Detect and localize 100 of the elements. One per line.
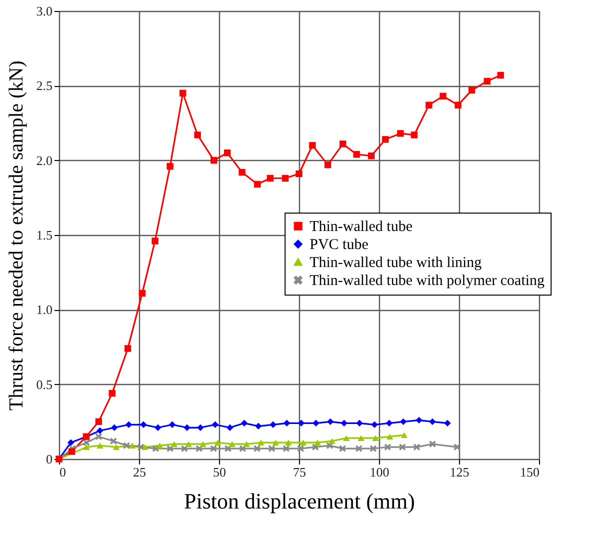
point [268,445,276,452]
point [400,418,407,426]
point [212,421,219,428]
y-tick-label: 3.0 [36,4,52,18]
point [497,72,504,79]
legend-label: Thin-walled tube [310,219,413,236]
point [266,174,274,182]
point [298,420,305,427]
point [314,440,321,446]
point [238,168,246,176]
point [170,441,178,447]
point [243,441,250,447]
point [210,445,217,452]
point [226,424,234,431]
point [324,161,332,168]
y-tick-label: 0.5 [36,376,52,392]
y-axis-title: Thrust force needed to extrude sample (kN) [5,60,28,410]
y-tick-label: 2.0 [36,152,52,168]
point [429,418,436,426]
point [185,441,192,447]
point [328,438,336,444]
legend-label: PVC tube [310,237,369,254]
point [353,151,360,158]
point [96,427,104,434]
point [454,102,462,108]
point [356,420,363,427]
point [386,434,394,440]
x-tick-label: 25 [133,464,146,480]
point [254,445,260,452]
point [410,132,418,138]
point [444,420,451,427]
point [168,421,176,428]
point [110,438,117,444]
point [123,442,130,449]
point [68,448,76,455]
point [197,424,204,431]
point [128,442,136,448]
legend-label: Thin-walled tube with polymer coating [310,273,546,290]
point [468,86,476,94]
point [343,435,350,441]
x-tick-label: 125 [450,464,470,480]
point [297,445,304,452]
x-axis-title: Piston displacement (mm) [184,488,415,514]
point [142,444,148,450]
point [355,445,362,452]
point [309,142,316,149]
x-tick-label: 100 [370,464,390,480]
y-tick-label: 1.5 [36,228,52,242]
point [399,444,406,450]
point [224,150,231,156]
point [200,441,206,447]
point [413,444,420,450]
legend-label: Thin-walled tube with lining [310,255,482,272]
point [372,435,379,441]
point [184,424,190,431]
point [67,439,74,446]
point [95,418,102,426]
point [166,162,174,170]
point [124,345,132,352]
point [371,421,378,428]
point [312,420,320,427]
point [339,140,346,148]
point [95,433,102,440]
point [358,435,364,441]
point [272,440,279,446]
point [368,152,375,160]
point [240,420,248,427]
point [283,420,290,427]
point [416,416,422,424]
x-tick-label: 150 [520,464,540,480]
point [282,445,290,452]
point [370,445,377,452]
point [382,136,389,143]
point [429,440,436,448]
point [285,440,292,446]
point [258,440,264,446]
point [327,418,334,426]
x-tick-label: 50 [213,464,226,480]
point [214,440,222,446]
point [228,441,236,447]
point [154,424,162,431]
point [125,421,132,428]
point [254,180,261,188]
point [300,440,307,446]
point [282,174,289,182]
point [426,102,432,108]
point [440,92,446,100]
point [484,78,491,85]
y-tick-label: 2.5 [36,78,52,94]
point [270,421,276,428]
point [111,424,118,431]
point [296,170,302,178]
y-tick-label: 1.0 [36,302,52,318]
point [194,132,201,138]
point [83,444,90,450]
point [384,444,391,450]
point [112,444,120,450]
x-tick-label: 0 [60,464,66,480]
point [138,290,146,297]
point [152,238,158,244]
